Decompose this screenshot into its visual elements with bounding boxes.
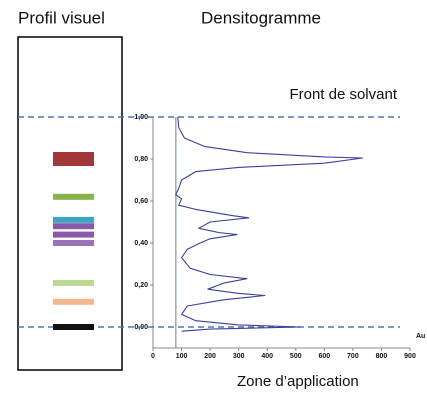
band xyxy=(53,240,94,246)
x-tick-label: 500 xyxy=(290,353,302,360)
x-tick-label: 400 xyxy=(261,353,273,360)
x-tick-label: 0 xyxy=(151,353,155,360)
band xyxy=(53,223,94,229)
y-tick-label: 0,60 xyxy=(134,198,148,205)
y-tick-label: 0,40 xyxy=(134,240,148,247)
x-tick-label: 300 xyxy=(233,353,245,360)
y-tick-label: 0,20 xyxy=(134,282,148,289)
reference-label: Zone d’application xyxy=(237,373,359,390)
band xyxy=(53,152,94,166)
band xyxy=(53,232,94,238)
plate-frame xyxy=(18,37,122,370)
band xyxy=(53,217,94,223)
panel-title: Profil visuel xyxy=(18,8,105,27)
x-tick-label: 700 xyxy=(347,353,359,360)
x-axis-label: Au xyxy=(416,333,425,340)
band xyxy=(53,299,94,305)
densitogram-curve xyxy=(176,117,363,331)
y-tick-label: 0,80 xyxy=(134,156,148,163)
x-tick-label: 200 xyxy=(204,353,216,360)
x-tick-label: 800 xyxy=(376,353,388,360)
x-tick-label: 600 xyxy=(318,353,330,360)
band xyxy=(53,280,94,286)
x-tick-label: 900 xyxy=(404,353,416,360)
figure: Profil visuel Densitogramme 0,000,200,40… xyxy=(0,0,427,394)
reference-label: Front de solvant xyxy=(289,86,397,103)
band xyxy=(53,324,94,330)
page: {"chart_data": { "type": "densitogram", … xyxy=(0,0,427,394)
chart-title: Densitogramme xyxy=(201,8,321,27)
band xyxy=(53,194,94,200)
x-tick-label: 100 xyxy=(176,353,188,360)
